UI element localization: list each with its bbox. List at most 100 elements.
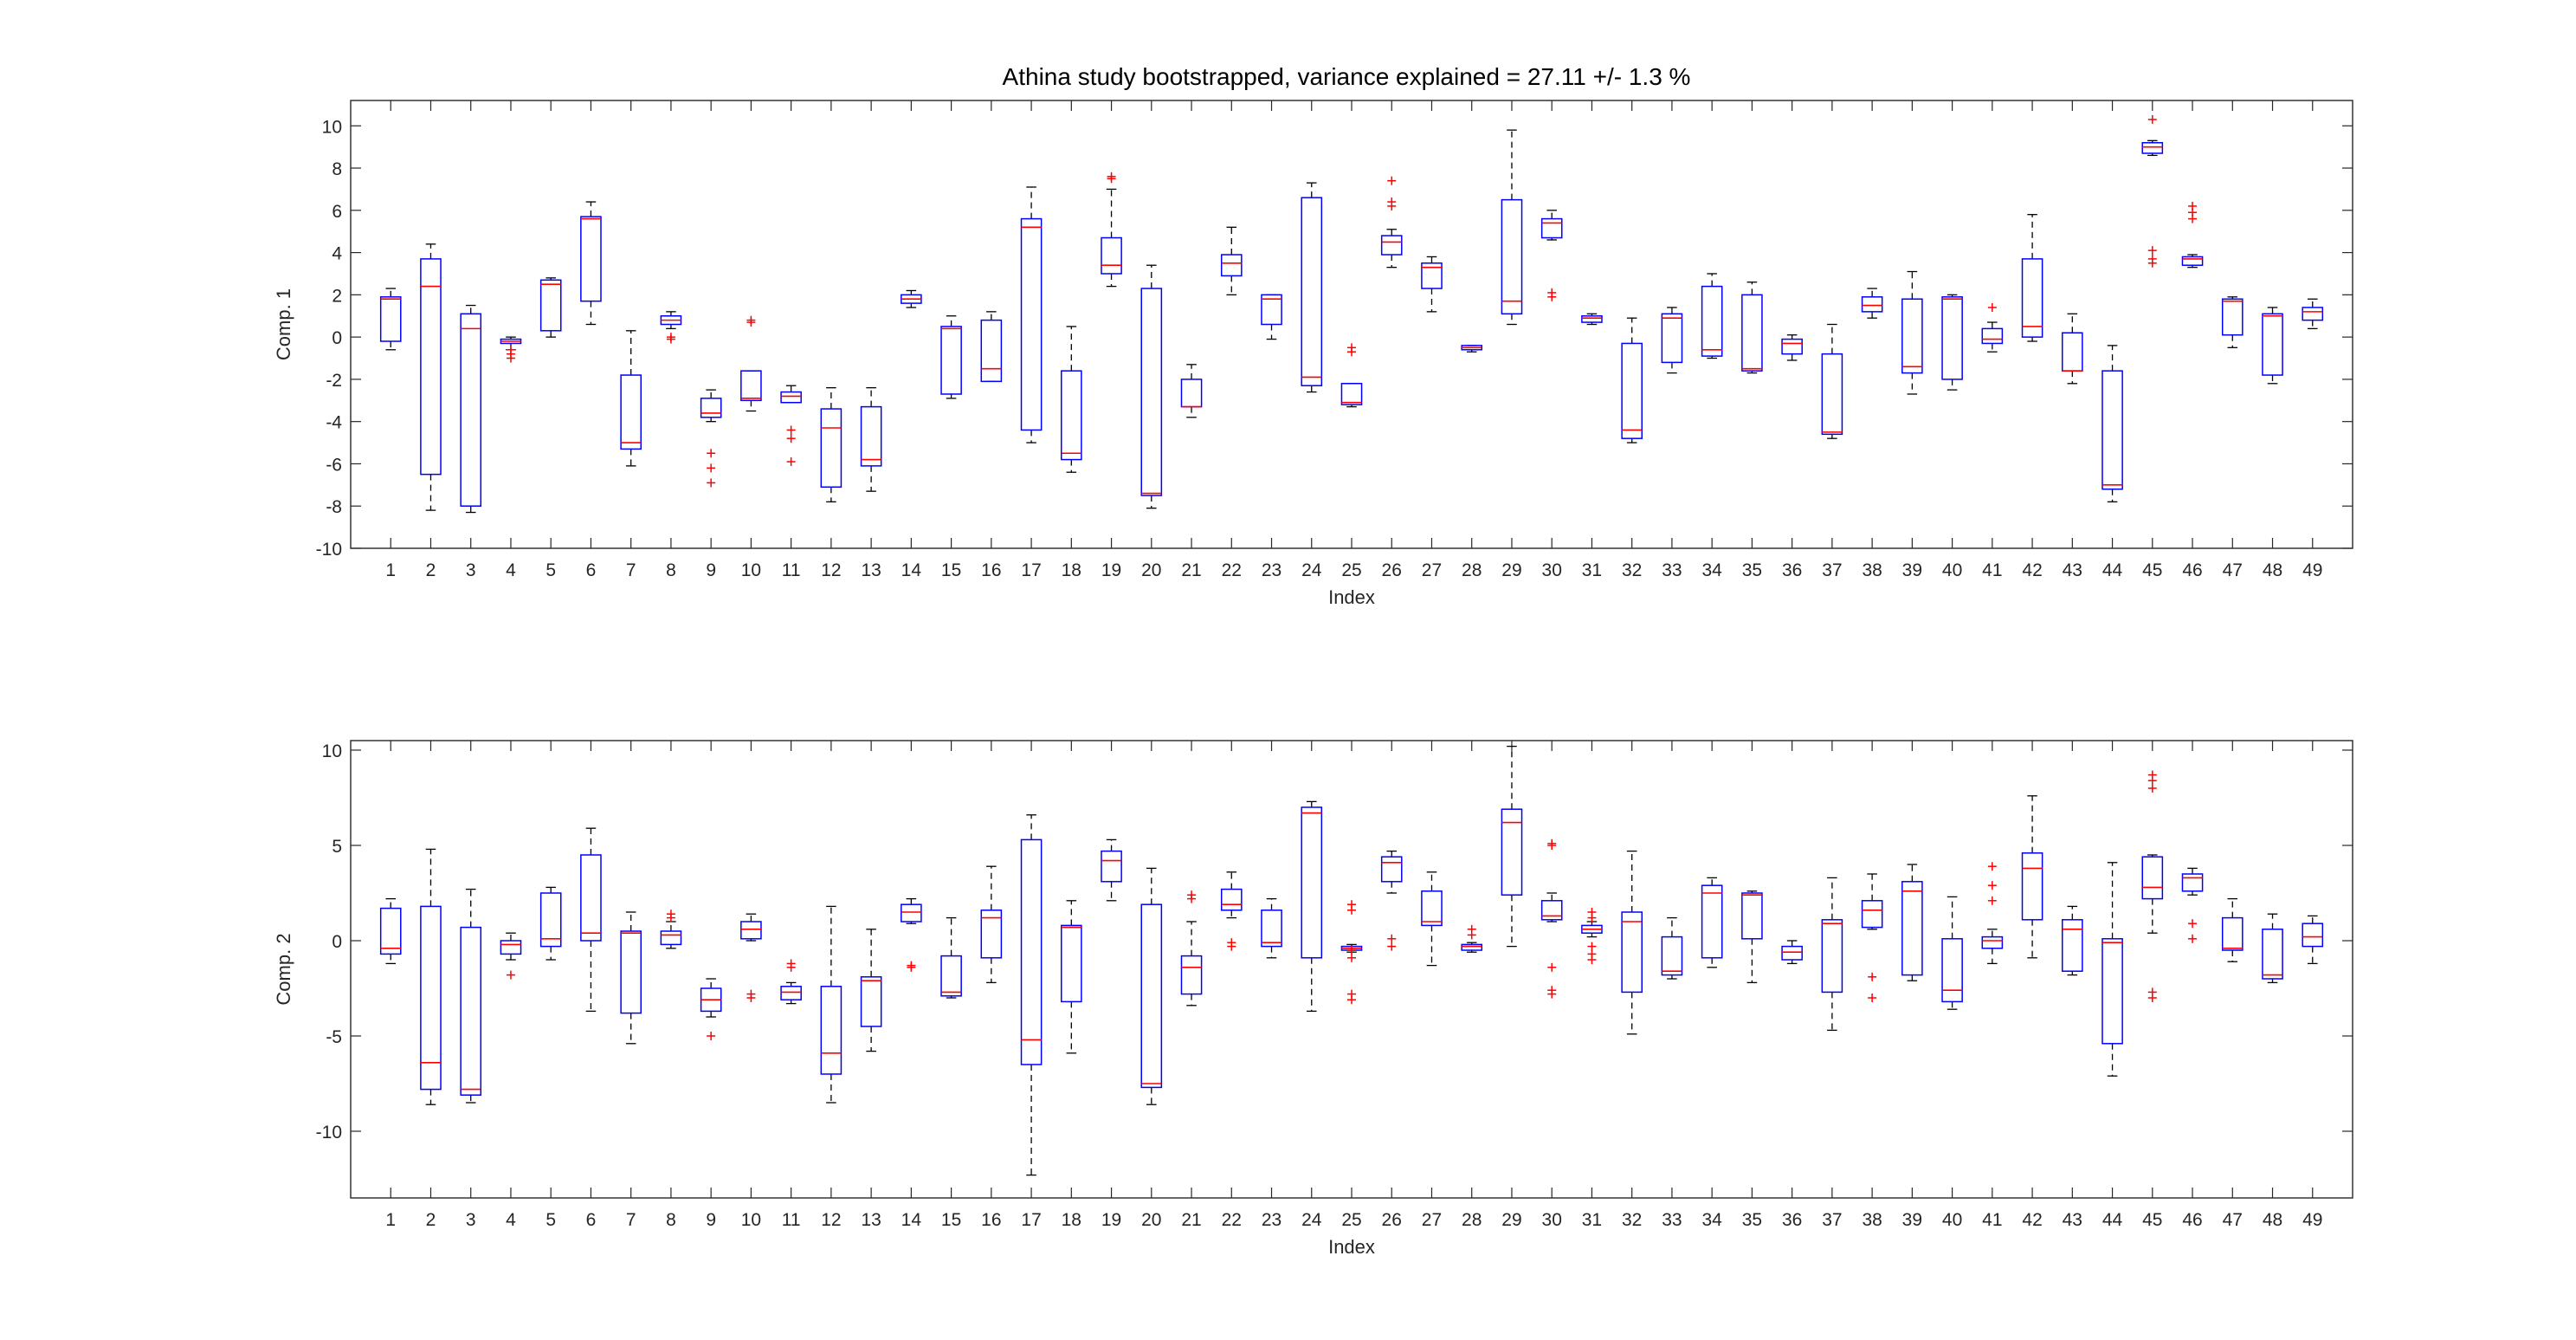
x-tick-label: 3 <box>466 560 476 580</box>
x-tick-label: 28 <box>1462 1210 1482 1230</box>
y-axis-label: Comp. 2 <box>273 933 294 1005</box>
box-group-19 <box>1101 172 1122 288</box>
y-tick-label: 10 <box>322 117 342 137</box>
y-tick-label: 8 <box>332 159 342 179</box>
box <box>1821 353 1843 436</box>
box <box>1941 296 1963 380</box>
outlier-marker <box>1467 930 1476 940</box>
outlier-marker <box>1587 913 1597 922</box>
box <box>1061 370 1082 461</box>
box-group-45 <box>2141 114 2164 268</box>
x-tick-label: 5 <box>546 560 556 580</box>
box-group-47 <box>2221 897 2244 962</box>
box-group-43 <box>2062 313 2083 385</box>
box <box>980 910 1003 959</box>
x-tick-label: 23 <box>1262 1210 1282 1230</box>
x-tick-label: 47 <box>2223 1210 2243 1230</box>
box-group-27 <box>1421 871 1443 967</box>
box <box>1220 888 1243 911</box>
x-tick-label: 26 <box>1382 560 1402 580</box>
box-group-21 <box>1180 890 1203 1007</box>
box-group-46 <box>2181 201 2204 269</box>
outlier-marker <box>1107 172 1116 181</box>
outlier-marker <box>1987 881 1997 890</box>
outlier-marker <box>2147 254 2157 263</box>
x-tick-label: 12 <box>821 560 841 580</box>
outlier-marker <box>707 463 716 473</box>
x-tick-label: 18 <box>1062 560 1081 580</box>
box <box>940 326 962 395</box>
box <box>500 940 522 955</box>
y-tick-label: 4 <box>332 244 342 264</box>
box-group-13 <box>860 929 882 1052</box>
outlier-marker <box>1547 288 1557 297</box>
outlier-marker <box>746 315 756 325</box>
box-group-18 <box>1061 326 1082 473</box>
box-group-30 <box>1540 838 1563 999</box>
box-group-4 <box>500 336 522 363</box>
x-tick-label: 19 <box>1101 1210 1121 1230</box>
outlier-marker <box>1227 942 1236 951</box>
box <box>1301 197 1323 386</box>
box-group-7 <box>620 330 642 467</box>
x-tick-label: 13 <box>861 560 881 580</box>
outlier-marker <box>666 334 675 344</box>
box-group-37 <box>1821 323 1843 439</box>
x-tick-label: 22 <box>1222 560 1242 580</box>
y-tick-label: -2 <box>326 371 342 391</box>
x-tick-label: 29 <box>1501 560 1521 580</box>
box <box>620 930 642 1014</box>
box-group-39 <box>1901 864 1923 981</box>
y-tick-label: 10 <box>322 741 342 761</box>
box-group-14 <box>901 897 922 972</box>
x-tick-label: 36 <box>1782 560 1802 580</box>
box <box>460 926 482 1096</box>
box-group-3 <box>460 888 482 1104</box>
outlier-marker <box>1547 962 1557 972</box>
box-group-8 <box>660 311 682 344</box>
box-group-26 <box>1380 176 1403 269</box>
box <box>2141 142 2164 154</box>
x-tick-label: 18 <box>1062 1210 1081 1230</box>
box-group-33 <box>1661 916 1683 980</box>
box <box>379 907 402 955</box>
outlier-marker <box>1347 946 1356 955</box>
x-tick-label: 22 <box>1222 1210 1242 1230</box>
box <box>860 405 882 467</box>
x-tick-label: 21 <box>1181 560 1201 580</box>
x-tick-label: 8 <box>666 1210 676 1230</box>
outlier-marker <box>707 1032 716 1040</box>
outlier-marker <box>1987 896 1997 905</box>
outlier-marker <box>786 425 796 435</box>
y-tick-label: 2 <box>332 286 342 306</box>
outlier-marker <box>1387 176 1397 185</box>
box-group-28 <box>1461 924 1483 953</box>
x-tick-label: 1 <box>385 1210 396 1230</box>
x-tick-label: 31 <box>1582 1210 1602 1230</box>
x-tick-label: 15 <box>941 560 961 580</box>
box <box>660 930 682 946</box>
x-tick-label: 45 <box>2142 560 2162 580</box>
box <box>1621 911 1643 994</box>
outlier-marker <box>1387 942 1397 951</box>
x-tick-label: 9 <box>706 1210 716 1230</box>
outlier-marker <box>707 478 716 488</box>
x-tick-label: 16 <box>981 1210 1001 1230</box>
outlier-marker <box>1868 994 1877 1002</box>
box <box>1701 884 1723 959</box>
x-tick-label: 44 <box>2102 1210 2123 1230</box>
box-group-12 <box>820 905 843 1104</box>
box-group-42 <box>2021 795 2043 959</box>
box-group-42 <box>2021 214 2043 342</box>
x-tick-label: 40 <box>1942 1210 1962 1230</box>
box <box>539 892 562 948</box>
x-tick-label: 9 <box>706 560 716 580</box>
outlier-marker <box>707 449 716 458</box>
axes-frame <box>350 740 2353 1199</box>
outlier-marker <box>786 457 796 467</box>
outlier-marker <box>2147 114 2157 124</box>
box <box>780 986 802 1000</box>
